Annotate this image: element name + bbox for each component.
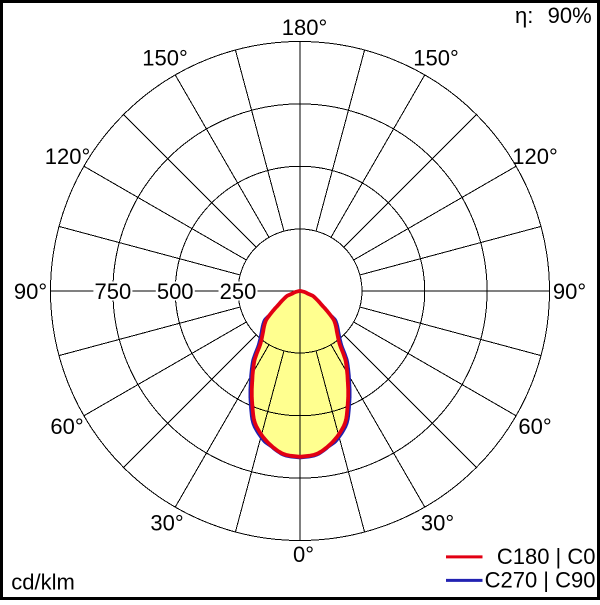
svg-text:90°: 90° bbox=[553, 279, 586, 304]
svg-text:750: 750 bbox=[95, 279, 132, 304]
svg-text:500: 500 bbox=[157, 279, 194, 304]
svg-text:C180 | C0: C180 | C0 bbox=[497, 544, 596, 569]
svg-text:150°: 150° bbox=[413, 45, 459, 70]
svg-text:90%: 90% bbox=[548, 3, 592, 28]
svg-text:30°: 30° bbox=[421, 511, 454, 536]
svg-text:0°: 0° bbox=[293, 542, 314, 567]
svg-text:60°: 60° bbox=[518, 414, 551, 439]
svg-text:C270 | C90: C270 | C90 bbox=[485, 568, 596, 593]
svg-text:η:: η: bbox=[515, 3, 533, 28]
svg-text:cd/klm: cd/klm bbox=[11, 569, 75, 594]
svg-text:180°: 180° bbox=[282, 15, 328, 40]
svg-text:120°: 120° bbox=[512, 144, 558, 169]
svg-text:250: 250 bbox=[220, 279, 257, 304]
svg-text:90°: 90° bbox=[14, 279, 47, 304]
svg-text:150°: 150° bbox=[142, 45, 188, 70]
svg-text:60°: 60° bbox=[50, 414, 83, 439]
svg-text:120°: 120° bbox=[45, 144, 91, 169]
svg-text:30°: 30° bbox=[150, 511, 183, 536]
